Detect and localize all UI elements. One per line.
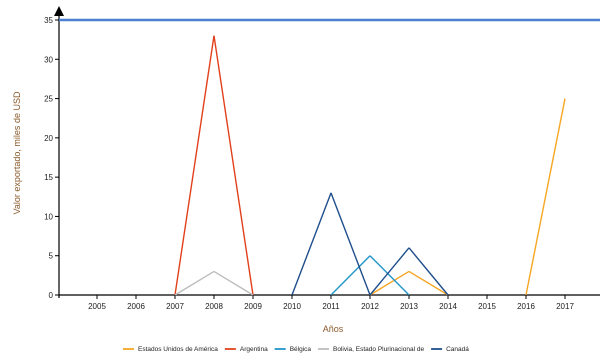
y-tick-label: 35 xyxy=(44,16,53,25)
legend-label: Estados Unidos de América xyxy=(138,346,218,353)
legend-label: Canadá xyxy=(446,346,469,353)
y-axis-ticks: 0 5 10 15 20 25 30 35 xyxy=(44,16,59,300)
legend: Estados Unidos de América Argentina Bélgic… xyxy=(123,346,469,353)
series-segment xyxy=(408,247,449,296)
legend-label: Bélgica xyxy=(290,346,312,353)
x-tick-label: 2009 xyxy=(244,302,262,311)
series-segment xyxy=(213,35,254,296)
x-tick-label: 2005 xyxy=(88,302,106,311)
series-segment xyxy=(369,255,410,296)
x-tick-label: 2017 xyxy=(556,302,574,311)
series-segment xyxy=(369,247,410,296)
x-axis-title: Años xyxy=(323,324,344,334)
y-tick-label: 20 xyxy=(44,134,53,143)
y-tick-label: 30 xyxy=(44,55,53,64)
x-tick-label: 2007 xyxy=(166,302,184,311)
y-axis-title: Valor exportado, miles de USD xyxy=(12,91,22,214)
x-axis-ticks: 2005 2006 2007 2008 2009 2010 2011 2012 2013 2014… xyxy=(88,295,574,311)
series-segment xyxy=(408,270,449,296)
y-tick-label: 10 xyxy=(44,212,53,221)
series-segment xyxy=(291,192,332,296)
series-lines xyxy=(174,35,566,296)
y-tick-label: 15 xyxy=(44,173,53,182)
series-segment xyxy=(525,98,566,296)
x-tick-label: 2010 xyxy=(283,302,301,311)
y-tick-label: 0 xyxy=(49,291,54,300)
x-tick-label: 2014 xyxy=(439,302,457,311)
y-tick-label: 25 xyxy=(44,95,53,104)
x-tick-label: 2008 xyxy=(205,302,223,311)
series-segment xyxy=(174,270,215,296)
series-segment xyxy=(213,270,254,296)
x-tick-label: 2015 xyxy=(478,302,496,311)
x-tick-label: 2006 xyxy=(127,302,145,311)
x-tick-label: 2011 xyxy=(322,302,340,311)
series-segment xyxy=(330,255,371,296)
legend-label: Argentina xyxy=(240,346,268,353)
x-tick-label: 2013 xyxy=(400,302,418,311)
x-tick-label: 2012 xyxy=(361,302,379,311)
axes xyxy=(54,6,600,298)
series-segment xyxy=(330,192,371,296)
y-tick-label: 5 xyxy=(49,252,54,261)
series-segment xyxy=(369,270,410,296)
legend-label: Bolivia, Estado Plurinacional de xyxy=(333,346,424,353)
y-axis-arrow-icon xyxy=(54,6,64,16)
series-segment xyxy=(174,35,215,296)
x-tick-label: 2016 xyxy=(517,302,535,311)
